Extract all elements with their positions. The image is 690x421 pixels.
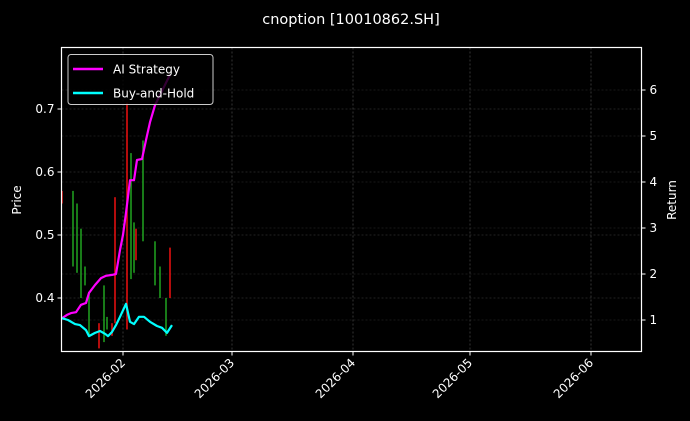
y-tick-label: 0.5 <box>35 228 54 242</box>
x-tick-label: 2026-03 <box>192 356 237 401</box>
x-tick-label: 2026-04 <box>313 356 358 401</box>
y2-tick-label: 1 <box>650 313 658 327</box>
legend-label-buy-and-hold: Buy-and-Hold <box>113 87 194 101</box>
series-line-ai-strategy <box>61 74 171 320</box>
return-axis: 1 2 3 4 5 6 <box>641 83 658 327</box>
x-tick-label: 2026-05 <box>430 356 475 401</box>
y2-tick-label: 4 <box>650 175 658 189</box>
x-tick-label: 2026-06 <box>551 356 596 401</box>
y-tick-label: 0.7 <box>35 102 54 116</box>
return-lines <box>61 74 173 338</box>
y2-axis-label: Return <box>665 180 679 220</box>
chart-title: cnoption [10010862.SH] <box>262 12 439 28</box>
series-line-buy-and-hold <box>61 302 173 338</box>
y-tick-label: 0.6 <box>35 165 54 179</box>
price-candles <box>61 102 171 349</box>
y2-tick-label: 5 <box>650 129 658 143</box>
legend-label-ai-strategy: AI Strategy <box>113 63 180 77</box>
y-axis-label: Price <box>10 185 24 214</box>
y2-tick-label: 6 <box>650 83 658 97</box>
x-tick-label: 2026-02 <box>83 356 128 401</box>
plot-frame <box>60 46 643 353</box>
legend: AI Strategy Buy-and-Hold <box>67 54 214 105</box>
grid-lines <box>61 47 642 352</box>
price-axis: 0.4 0.5 0.6 0.7 <box>35 102 62 305</box>
y2-tick-label: 2 <box>650 267 658 281</box>
y-tick-label: 0.4 <box>35 291 54 305</box>
y2-tick-label: 3 <box>650 221 658 235</box>
date-axis: 2026-02 2026-03 2026-04 2026-05 2026-06 <box>83 351 596 401</box>
